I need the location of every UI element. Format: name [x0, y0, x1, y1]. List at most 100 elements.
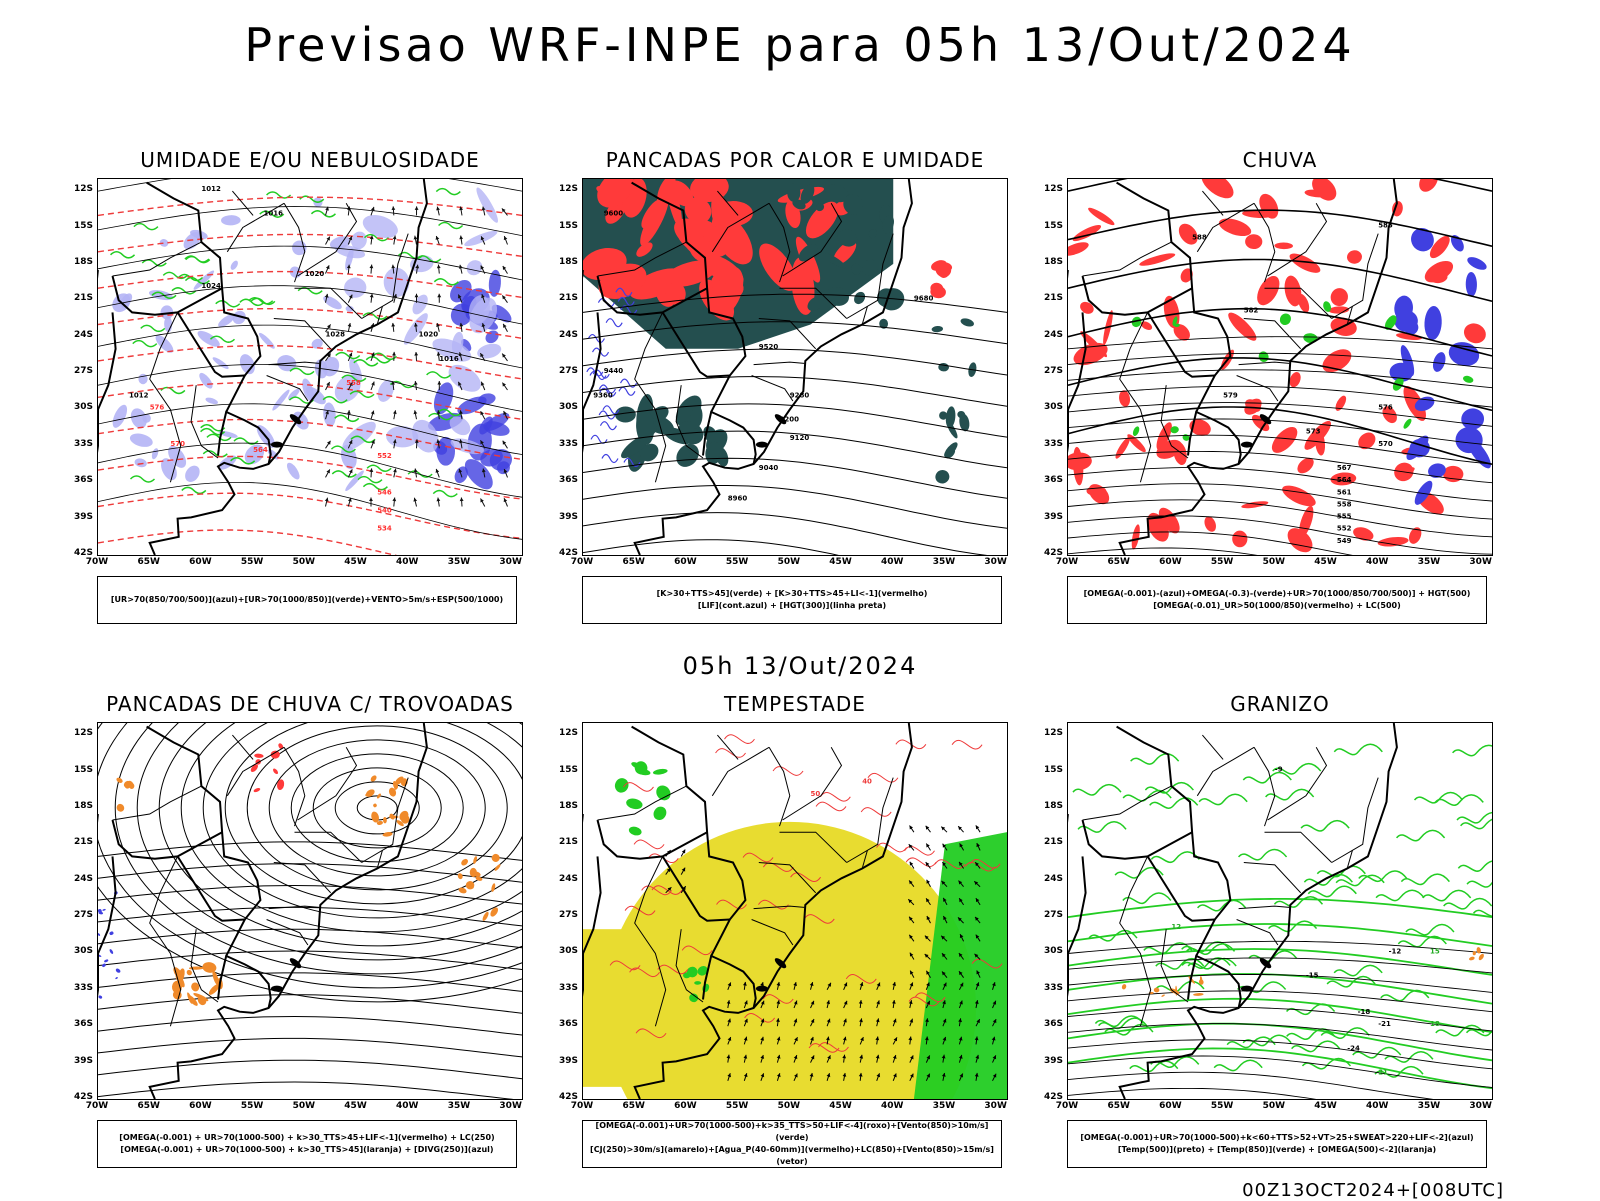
lat-tick-label: 21S: [545, 837, 578, 847]
ur-low-contour: [336, 353, 360, 359]
lc250-streamline: [98, 907, 522, 926]
lon-tick-label: 70W: [567, 1101, 597, 1111]
lat-tick-label: 24S: [1030, 330, 1063, 340]
contour-label: 564: [1337, 476, 1352, 484]
lon-tick-label: 30W: [981, 557, 1011, 567]
lat-tick-label: 39S: [60, 1056, 93, 1066]
temp850-contour: [1287, 1029, 1335, 1039]
contour-label: 15: [1430, 948, 1440, 956]
wind-arrowhead: [437, 294, 441, 298]
contour-label: 549: [1337, 537, 1352, 545]
lon-tick-label: 60W: [1155, 1101, 1185, 1111]
lat-tick-label: 18S: [545, 257, 578, 267]
panel-legend: [OMEGA(-0.001)-(azul)+OMEGA(-0.3)-(verde…: [1067, 576, 1487, 624]
lon-tick-label: 45W: [341, 1101, 371, 1111]
contour-label: -21: [1378, 1020, 1391, 1028]
lat-tick-label: 39S: [545, 512, 578, 522]
country-border: [1148, 856, 1215, 920]
lagoa-mirim: [271, 442, 283, 448]
contour-label: 552: [377, 452, 392, 460]
state-border: [1237, 376, 1278, 402]
lon-tick-label: 35W: [1414, 557, 1444, 567]
contour-label: 570: [1378, 440, 1393, 448]
panel-title: TEMPESTADE: [545, 692, 1045, 716]
temp850-contour: [1214, 1060, 1262, 1070]
temp850-contour: [1308, 886, 1356, 896]
lon-tick-label: 40W: [392, 557, 422, 567]
ur-low-contour: [142, 260, 166, 266]
lat-tick-label: 12S: [545, 728, 578, 738]
state-border: [1239, 362, 1290, 365]
state-border: [191, 385, 218, 458]
temp850-contour: [1423, 890, 1471, 900]
temp500-contour: [1068, 1072, 1492, 1099]
lon-tick-label: 30W: [496, 557, 526, 567]
contour-label: -24: [1347, 1045, 1360, 1053]
hgt300-contour: [583, 513, 1007, 555]
ur-low-contour: [358, 477, 382, 483]
lon-tick-label: 50W: [774, 1101, 804, 1111]
ur-low-contour: [335, 415, 359, 421]
wind-arrowhead: [459, 265, 463, 269]
ur-low-contour: [436, 189, 460, 195]
lat-tick-label: 27S: [60, 910, 93, 920]
lat-tick-label: 33S: [60, 983, 93, 993]
wind-arrowhead: [392, 206, 396, 210]
temp850-contour: [1467, 877, 1492, 887]
temp850-contour: [1376, 890, 1424, 900]
hgt500-contour: [1068, 532, 1492, 555]
temp850-contour: [1073, 785, 1121, 795]
contour-label: 9040: [759, 464, 779, 472]
state-border: [113, 786, 202, 820]
ur-low-contour: [161, 387, 185, 393]
temp850-contour: [1301, 821, 1349, 831]
ur-low-contour: [141, 325, 165, 331]
temp850-contour: [1334, 744, 1382, 754]
lc250-streamline: [98, 864, 522, 883]
lat-tick-label: 21S: [60, 837, 93, 847]
lon-tick-label: 30W: [496, 1101, 526, 1111]
lon-tick-label: 35W: [929, 557, 959, 567]
lon-tick-label: 45W: [826, 557, 856, 567]
lat-tick-label: 21S: [1030, 293, 1063, 303]
lon-tick-label: 65W: [1104, 557, 1134, 567]
ur-low-contour: [130, 476, 154, 482]
panel-legend: [OMEGA(-0.001) + UR>70(1000-500) + k>30_…: [97, 1120, 517, 1168]
contour-label: 561: [1337, 488, 1352, 496]
lon-tick-label: 45W: [1311, 1101, 1341, 1111]
lat-tick-label: 30S: [1030, 946, 1063, 956]
state-border: [1120, 856, 1151, 1026]
temp850-contour: [1151, 852, 1199, 862]
agua-p-contour: [905, 846, 935, 855]
lat-tick-label: 30S: [1030, 402, 1063, 412]
ur-low-contour: [186, 257, 210, 263]
lagoa-mirim: [756, 986, 768, 992]
lon-tick-label: 35W: [1414, 1101, 1444, 1111]
temp850-contour: [1068, 974, 1492, 1004]
lat-tick-label: 24S: [545, 330, 578, 340]
temp500-contour: [1068, 1088, 1492, 1099]
lc250-streamline: [98, 1038, 522, 1057]
lat-tick-label: 18S: [60, 801, 93, 811]
lc250-streamline: [203, 723, 522, 918]
lat-tick-label: 21S: [1030, 837, 1063, 847]
lon-tick-label: 40W: [877, 557, 907, 567]
country-border: [1148, 312, 1215, 376]
legend-line: [OMEGA(-0.001) + UR>70(1000-500) + k>30_…: [98, 1144, 516, 1156]
lon-tick-label: 70W: [82, 1101, 112, 1111]
lat-tick-label: 39S: [1030, 1056, 1063, 1066]
temp850-contour: [1401, 874, 1449, 884]
lat-tick-label: 15S: [545, 765, 578, 775]
contour-label: 9120: [790, 434, 810, 442]
lon-tick-label: 65W: [619, 1101, 649, 1111]
state-border: [769, 747, 790, 826]
temp850-contour: [1239, 849, 1287, 859]
contour-label: 558: [1337, 501, 1352, 509]
temp850-contour: [1123, 893, 1171, 903]
thickness-contour: [98, 493, 522, 538]
lagoa-mirim: [1241, 986, 1253, 992]
